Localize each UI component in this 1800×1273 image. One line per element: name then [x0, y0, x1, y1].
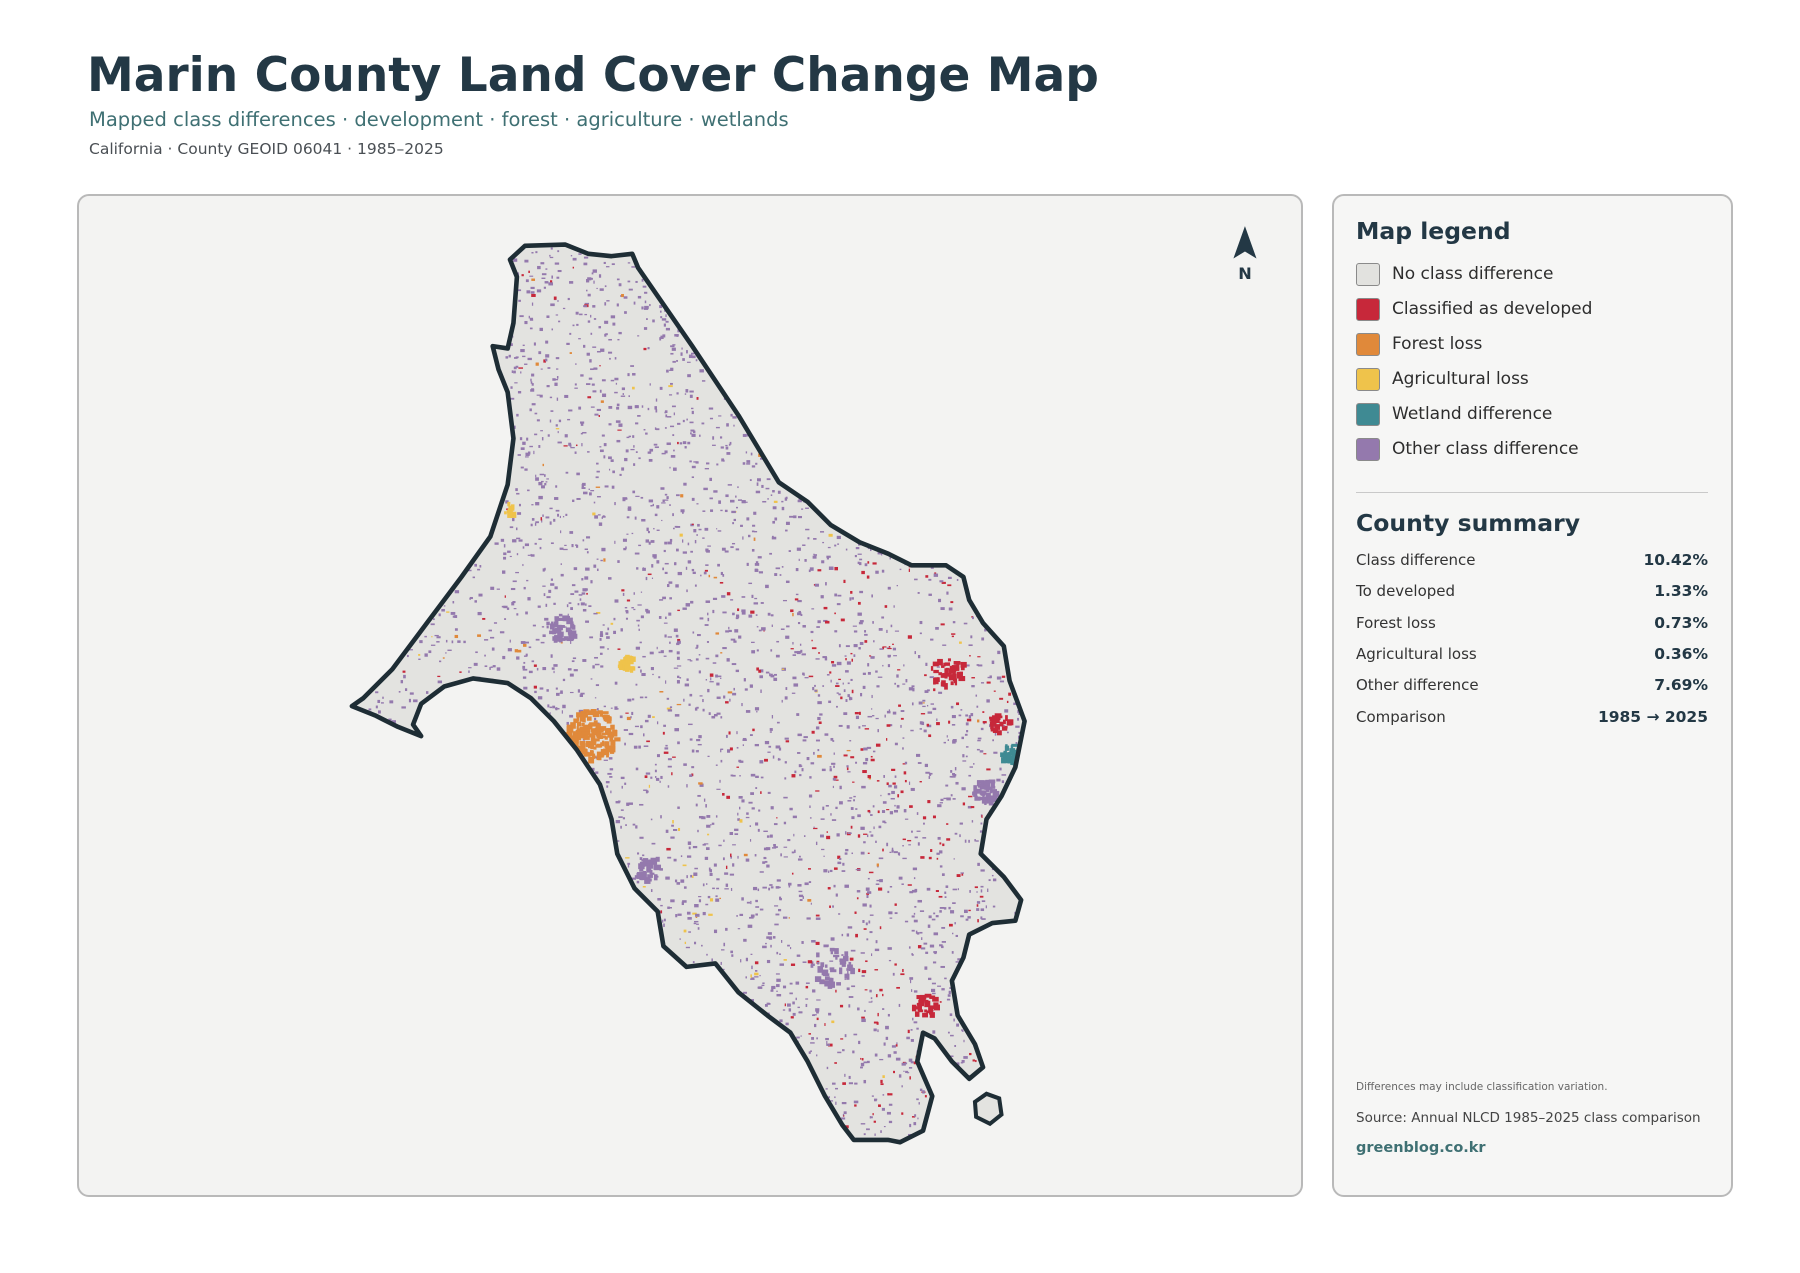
title: Marin County Land Cover Change Map: [87, 48, 1099, 103]
legend-swatch: [1356, 298, 1380, 321]
subtitle: Mapped class differences · development ·…: [89, 108, 789, 131]
summary-value: 10.42%: [1643, 551, 1708, 569]
summary-value: 7.69%: [1654, 676, 1708, 695]
summary-value: 1.33%: [1654, 582, 1708, 601]
legend-swatch: [1356, 438, 1380, 461]
summary-label: Forest loss: [1356, 613, 1436, 632]
source: Source: Annual NLCD 1985–2025 class comp…: [1356, 1110, 1701, 1126]
legend-label: Forest loss: [1392, 334, 1483, 354]
summary-label: Agricultural loss: [1356, 644, 1477, 663]
legend-swatch: [1356, 368, 1380, 391]
summary-value: 0.73%: [1654, 613, 1708, 632]
legend-label: Classified as developed: [1392, 299, 1593, 319]
summary-label: To developed: [1356, 582, 1456, 601]
legend-label: Other class difference: [1392, 439, 1579, 459]
summary-label: Comparison: [1356, 707, 1446, 726]
divider: [1356, 492, 1708, 493]
legend-label: Agricultural loss: [1392, 369, 1529, 389]
legend-label: Wetland difference: [1392, 404, 1553, 424]
legend-label: No class difference: [1392, 264, 1554, 284]
summary-title: County summary: [1356, 509, 1581, 537]
credit: greenblog.co.kr: [1356, 1140, 1486, 1156]
summary-label: Class difference: [1356, 551, 1476, 569]
meta: California · County GEOID 06041 · 1985–2…: [89, 140, 444, 158]
legend-swatch: [1356, 263, 1380, 286]
side-panel: [1332, 194, 1733, 1197]
summary-value: 1985 → 2025: [1597, 707, 1708, 726]
legend-swatch: [1356, 333, 1380, 356]
summary-label: Other difference: [1356, 676, 1479, 695]
footnote: Differences may include classification v…: [1356, 1081, 1608, 1093]
summary-value: 0.36%: [1654, 644, 1708, 663]
legend-title: Map legend: [1356, 217, 1511, 245]
legend-swatch: [1356, 403, 1380, 426]
map-panel: [77, 194, 1303, 1197]
